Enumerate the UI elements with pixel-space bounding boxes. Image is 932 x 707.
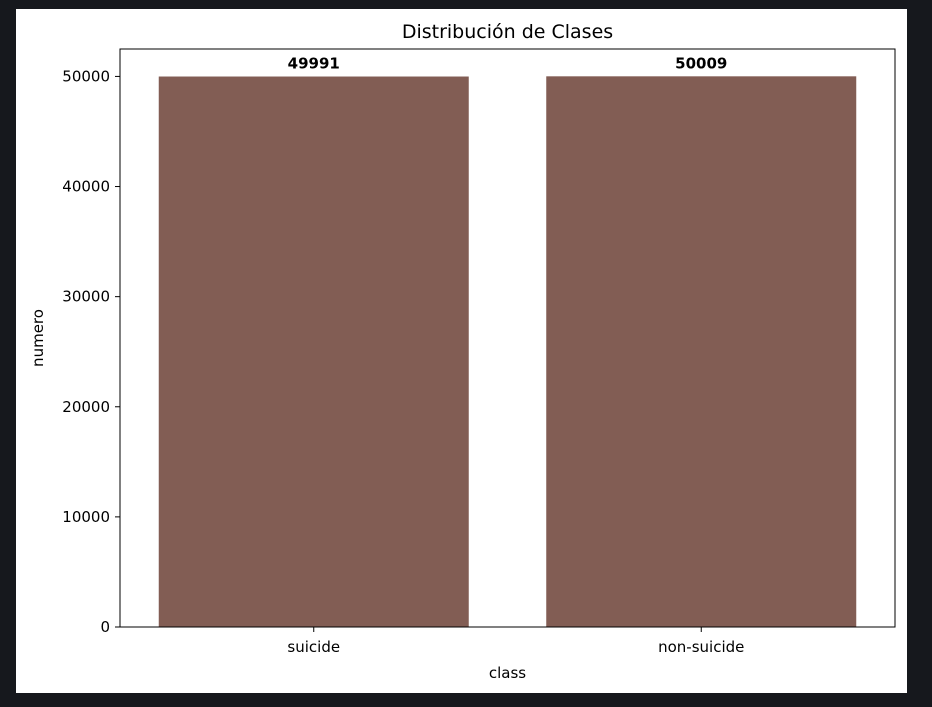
y-tick-label: 50000 — [62, 67, 110, 85]
x-axis: suicide non-suicide — [287, 627, 744, 656]
bar-chart: Distribución de Clases 49991 50009 0 10000… — [29, 21, 896, 682]
y-axis: 0 10000 20000 30000 40000 50000 — [62, 67, 120, 636]
x-tick-label: non-suicide — [658, 638, 744, 656]
y-tick-label: 10000 — [62, 508, 110, 526]
x-axis-title: class — [489, 664, 526, 682]
y-tick-label: 30000 — [62, 288, 110, 306]
y-tick-label: 0 — [100, 618, 110, 636]
chart-title: Distribución de Clases — [402, 21, 613, 43]
bar-value-label: 50009 — [675, 54, 727, 72]
y-tick-label: 40000 — [62, 178, 110, 196]
plot-frame — [119, 48, 896, 628]
x-tick-label: suicide — [287, 638, 340, 656]
bars-group — [158, 76, 857, 628]
bar-value-label: 49991 — [288, 55, 340, 73]
y-tick-label: 20000 — [62, 398, 110, 416]
bar-suicide — [158, 76, 469, 627]
chart-figure: Distribución de Clases 49991 50009 0 10000… — [16, 9, 907, 693]
y-axis-title: numero — [29, 309, 47, 367]
bar-labels-group: 49991 50009 — [288, 54, 728, 72]
bar-non-suicide — [546, 76, 857, 628]
